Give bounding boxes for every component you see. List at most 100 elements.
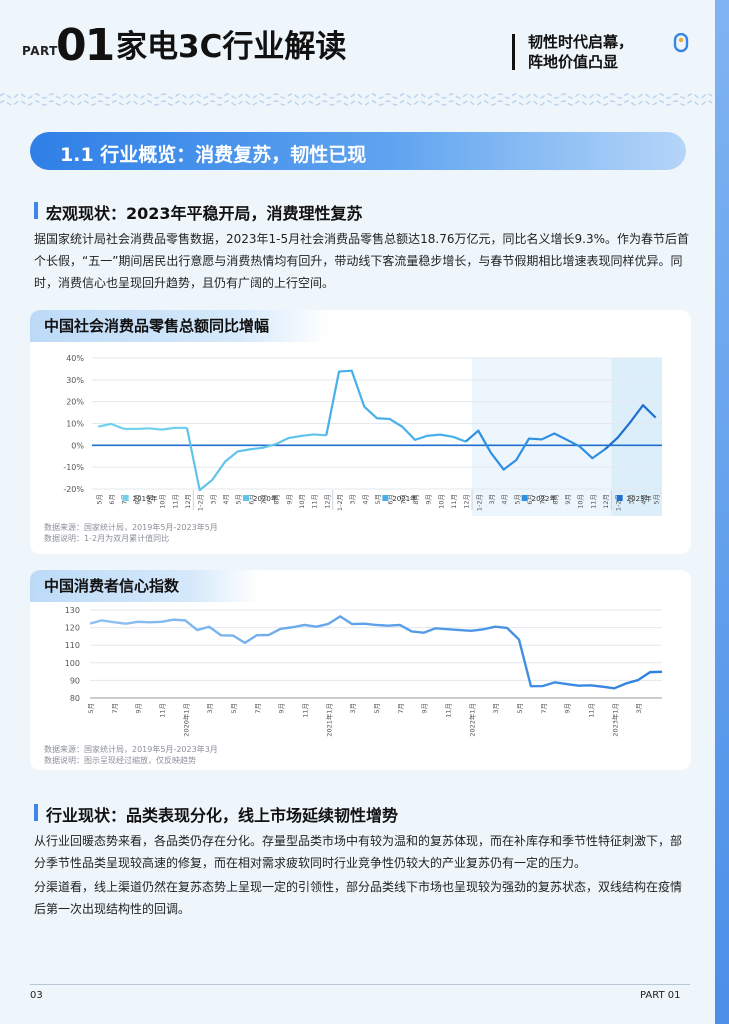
x-tick-label: 4月: [501, 494, 509, 505]
footer-part: PART 01: [640, 990, 681, 1001]
x-tick-label: 12月: [602, 494, 610, 509]
header-dashed-divider: [0, 93, 713, 106]
x-tick-label: 9月: [278, 703, 286, 714]
y-tick-label: 80: [70, 694, 80, 703]
y-tick-label: 20%: [66, 398, 84, 407]
macro-paragraph: 据国家统计局社会消费品零售数据，2023年1-5月社会消费品零售总额达18.76…: [34, 232, 689, 290]
x-tick-label: 11月: [311, 494, 319, 509]
x-tick-label: 11月: [302, 703, 310, 718]
x-tick-label: 11月: [445, 703, 453, 718]
x-tick-label: 8月: [273, 494, 281, 505]
x-tick-label: 9月: [421, 703, 429, 714]
x-tick-label: 9月: [564, 703, 572, 714]
page-number: 03: [30, 990, 43, 1001]
consumer-confidence-chart-card: 中国消费者信心指数 130 120 110 100 90 80 5月 7月 9月 11月 2020年…: [30, 570, 691, 770]
x-tick-label: 9月: [564, 494, 572, 505]
x-tick-label: 7月: [399, 494, 407, 505]
page-title: 家电3C行业解读: [116, 29, 347, 65]
x-tick-label: 12月: [323, 494, 331, 509]
x-tick-label: 6月: [526, 494, 534, 505]
x-tick-label: 2023年1月: [610, 703, 619, 737]
series-line-2020年: [185, 427, 327, 492]
x-tick-label: 7月: [397, 703, 405, 714]
x-tick-label: 8月: [412, 494, 420, 505]
x-tick-label: 4月: [640, 494, 648, 505]
y-tick-label: 120: [65, 624, 80, 633]
legend-label: 2019年: [133, 494, 158, 503]
y-tick-label: -20%: [63, 485, 84, 494]
confidence-line: [89, 615, 663, 690]
x-tick-label: 6月: [387, 494, 395, 505]
x-tick-label: 11月: [159, 703, 167, 718]
location-pin-icon: [673, 33, 689, 53]
x-tick-label: 9月: [285, 494, 293, 505]
x-tick-label: 11月: [450, 494, 458, 509]
slogan: 韧性时代启幕， 阵地价值凸显: [528, 32, 633, 72]
consumer-confidence-chart-title: 中国消费者信心指数: [30, 570, 260, 602]
y-tick-label: 110: [65, 641, 80, 650]
x-tick-label: 5月: [373, 703, 381, 714]
x-tick-label: 5月: [235, 494, 243, 505]
legend-label: 2020年: [253, 494, 278, 503]
legend-label: 2023年: [627, 494, 652, 503]
part-label: PART: [22, 44, 58, 58]
series-line-2022年: [464, 429, 606, 471]
x-tick-label: 5月: [513, 494, 521, 505]
industry-paragraph-2: 分渠道看，线上渠道仍然在复苏态势上呈现一定的引领性，部分品类线下市场也呈现较为强…: [34, 880, 683, 916]
section-banner: 1.1 行业概览：消费复苏，韧性已现: [30, 132, 686, 170]
part-number: 01: [56, 20, 115, 71]
x-tick-label: 4月: [222, 494, 230, 505]
legend-label: 2021年: [392, 494, 417, 503]
x-tick-label: 11月: [171, 494, 179, 509]
x-tick-label: 7月: [539, 494, 547, 505]
legend-swatch-2023年: [616, 495, 623, 501]
x-tick-label: 3月: [635, 703, 643, 714]
series-line-2023年: [604, 404, 657, 451]
x-tick-label: 1-2月: [336, 494, 344, 511]
x-tick-label: 5月: [653, 494, 661, 505]
legend-swatch-2022年: [521, 495, 528, 501]
x-tick-label: 3月: [349, 494, 357, 505]
industry-paragraph-1: 从行业回暖态势来看，各品类仍存在分化。存量型品类市场中有较为温和的复苏体现，而在…: [34, 834, 683, 870]
legend-label: 2022年: [532, 494, 557, 503]
section-title: 1.1 行业概览：消费复苏，韧性已现: [60, 144, 367, 166]
legend-swatch-2020年: [243, 495, 249, 501]
x-tick-label: 7月: [260, 494, 268, 505]
x-tick-label: 1-2月: [475, 494, 483, 511]
consumer-confidence-note: 数据说明：图示呈现经过缩放，仅反映趋势: [44, 756, 196, 765]
retail-sales-note: 数据说明：1-2月为双月累计值同比: [44, 534, 170, 543]
legend-swatch-2021年: [382, 495, 389, 501]
y-tick-label: -10%: [63, 463, 84, 472]
x-tick-label: 9月: [146, 494, 154, 505]
x-tick-label: 5月: [374, 494, 382, 505]
macro-heading-text: 宏观现状：2023年平稳开局，消费理性复苏: [46, 204, 363, 223]
x-tick-label: 3月: [492, 703, 500, 714]
x-tick-label: 6月: [108, 494, 116, 505]
series-line-2019年: [98, 422, 187, 431]
industry-heading: 行业现状：品类表现分化，线上市场延续韧性增势: [34, 802, 398, 826]
slogan-line-2: 阵地价值凸显: [528, 53, 619, 71]
y-tick-label: 0%: [71, 441, 84, 450]
x-tick-label: 8月: [551, 494, 559, 505]
slogan-line-1: 韧性时代启幕，: [528, 33, 634, 51]
y-tick-label: 30%: [66, 376, 84, 385]
x-tick-label: 3月: [209, 494, 217, 505]
x-tick-label: 5月: [516, 703, 524, 714]
footer-divider: [30, 984, 690, 985]
x-tick-label: 10月: [298, 494, 306, 509]
x-tick-label: 11月: [588, 703, 596, 718]
x-tick-label: 10月: [437, 494, 445, 509]
x-tick-label: 2021年1月: [324, 703, 333, 737]
consumer-confidence-chart: 130 120 110 100 90 80 5月 7月 9月 11月 2020年1月 3月 5月 7月 9月…: [65, 606, 663, 737]
year-band-2022年: [472, 358, 612, 516]
x-tick-label: 8月: [133, 494, 141, 505]
y-tick-label: 10%: [66, 420, 84, 429]
retail-sales-chart: 40% 30% 20% 10% 0% -10% -20% 5月 6月 7月 8月 9月 10月 11月 12…: [63, 354, 662, 516]
x-tick-label: 6月: [247, 494, 255, 505]
x-tick-label: 5月: [87, 703, 95, 714]
x-tick-label: 4月: [361, 494, 369, 505]
x-tick-label: 9月: [425, 494, 433, 505]
retail-sales-chart-card: 中国社会消费品零售总额同比增幅 40% 30% 20% 10% 0% -10% -20% 5月…: [30, 310, 691, 554]
x-tick-label: 9月: [135, 703, 143, 714]
x-tick-label: 1-2月: [197, 494, 205, 511]
